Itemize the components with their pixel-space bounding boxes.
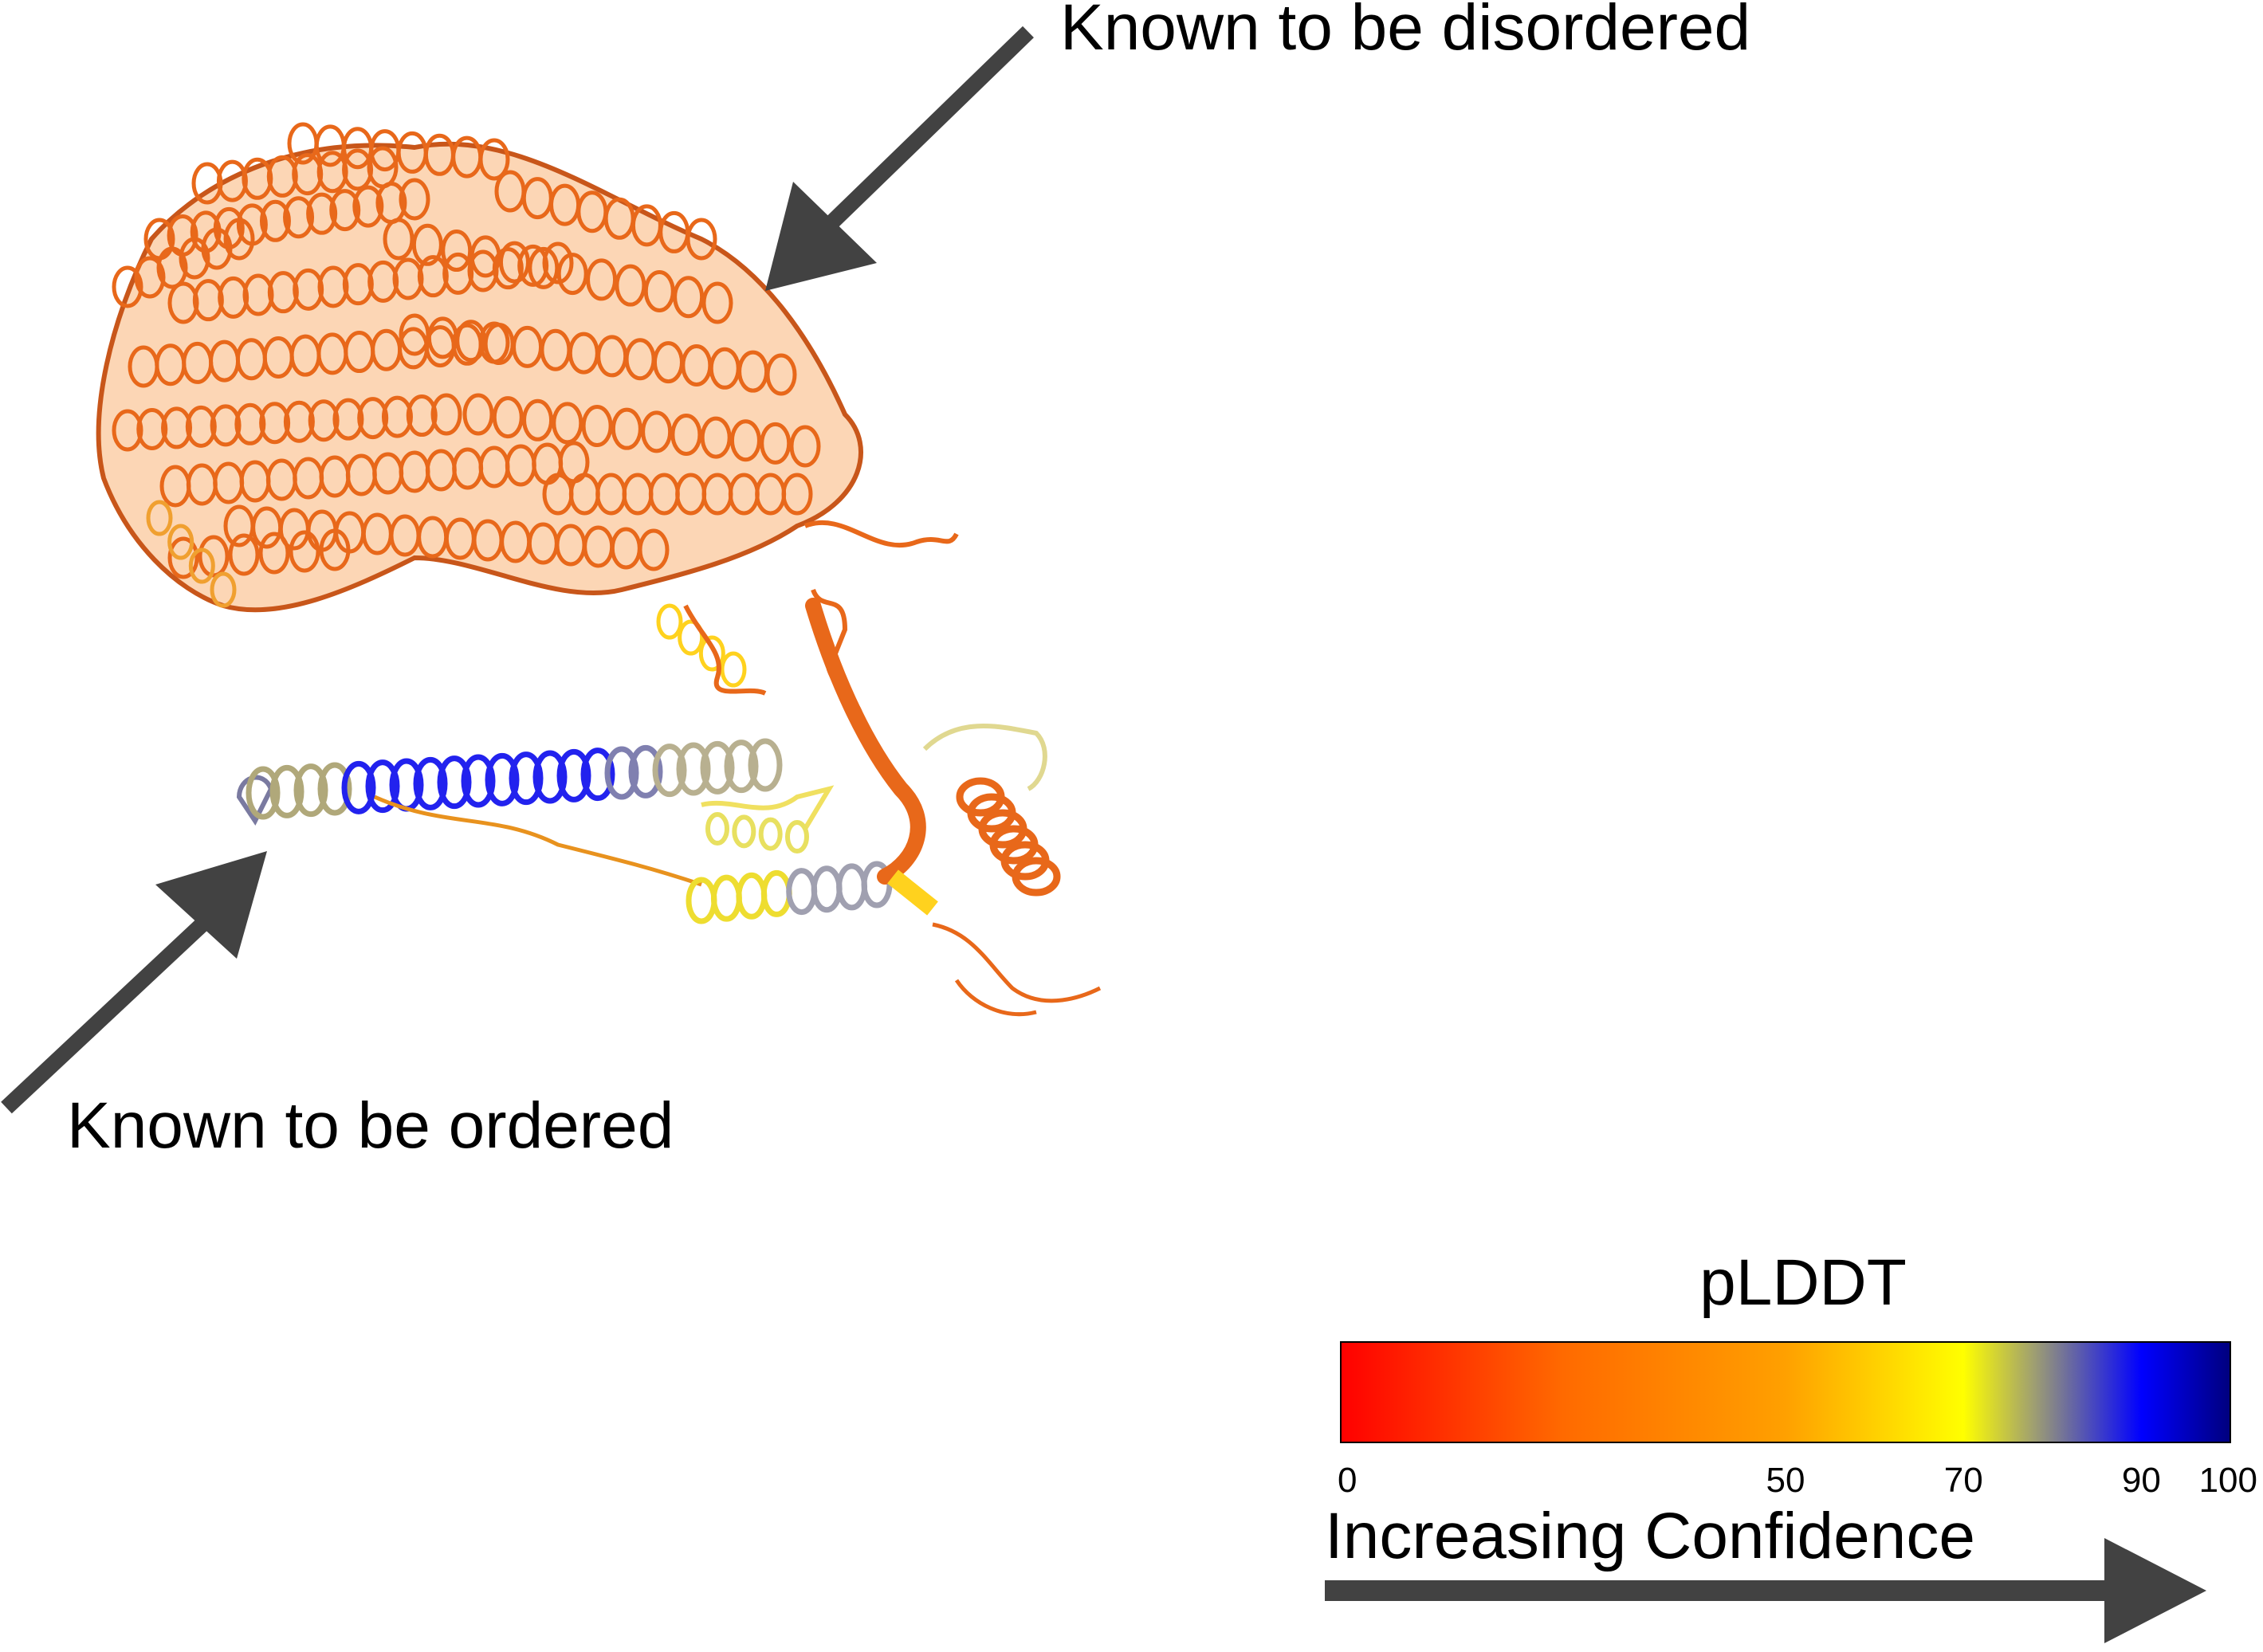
- protein-disordered-domain: [96, 122, 959, 718]
- color-scale-bar: [1340, 1341, 2231, 1443]
- disordered-arrow: [765, 26, 1034, 291]
- legend-title: pLDDT: [1699, 1246, 1907, 1319]
- legend-ticks: 0 50 70 90 100: [1338, 1461, 2257, 1500]
- disordered-label: Known to be disordered: [1060, 0, 1750, 64]
- confidence-label: Increasing Confidence: [1325, 1500, 1975, 1572]
- ordered-label: Known to be ordered: [67, 1089, 674, 1162]
- ordered-arrow: [1, 851, 267, 1114]
- legend-tick-label: 50: [1766, 1461, 1805, 1500]
- legend-tick-label: 100: [2199, 1461, 2257, 1500]
- protein-ordered-domain: [236, 598, 1102, 1017]
- legend-tick-label: 90: [2122, 1461, 2161, 1500]
- plddt-legend: pLDDT 0 50 70 90 100 Increasing Confidence: [1325, 1246, 2257, 1643]
- confidence-arrow: [1325, 1538, 2206, 1643]
- legend-tick-label: 0: [1338, 1461, 1357, 1500]
- legend-tick-label: 70: [1944, 1461, 1983, 1500]
